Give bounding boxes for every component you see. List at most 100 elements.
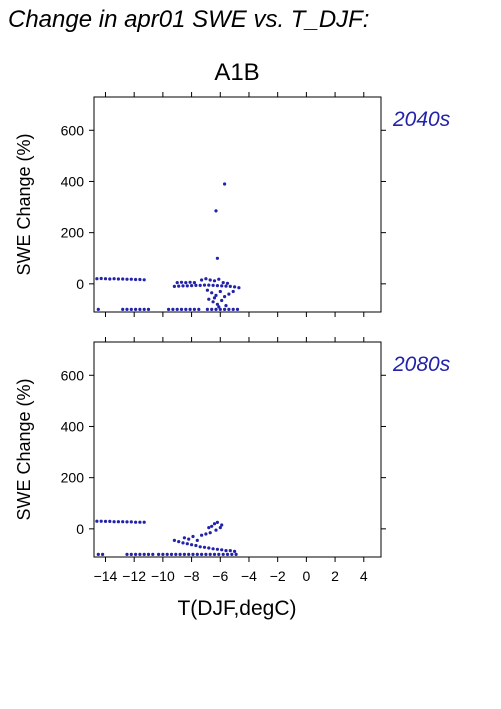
y-tick-label: 0 [76, 521, 84, 537]
data-point [198, 283, 202, 287]
data-point [172, 284, 176, 288]
data-point [224, 549, 228, 553]
y-tick-label: 200 [61, 225, 85, 241]
data-point [220, 284, 224, 288]
data-point [99, 519, 103, 523]
data-point [207, 546, 211, 550]
data-point [103, 277, 108, 281]
data-point [177, 284, 181, 288]
data-point [221, 281, 225, 285]
data-point [151, 552, 155, 557]
data-point [207, 297, 211, 301]
data-point [134, 277, 138, 282]
y-tick-label: 200 [61, 470, 85, 486]
data-point [225, 281, 230, 285]
x-axis-label: T(DJF,degC) [177, 597, 296, 620]
data-point [223, 182, 227, 186]
period-label: 2040s [392, 108, 451, 131]
data-point [208, 531, 212, 535]
data-point [178, 552, 182, 557]
data-point [218, 307, 222, 311]
data-point [237, 286, 241, 290]
data-point [204, 277, 208, 281]
data-point [191, 552, 195, 557]
data-point [207, 283, 211, 287]
data-point [214, 209, 218, 213]
data-point [101, 552, 105, 557]
data-point [221, 552, 225, 557]
panel-2080s: 0 200 400 600 −14 −12 −10 −8 −6 −4 −2 0 2 4 SWE Change… [14, 337, 451, 584]
data-point [172, 538, 176, 543]
data-point [184, 307, 188, 311]
data-point [108, 519, 112, 524]
data-point [142, 278, 146, 282]
data-point [174, 552, 178, 557]
data-point [208, 552, 212, 557]
data-point [157, 552, 161, 557]
data-point [215, 547, 219, 551]
data-point [167, 307, 171, 311]
data-point [194, 283, 198, 287]
data-point [125, 552, 129, 557]
y-tick-label: 600 [61, 367, 85, 383]
data-point [125, 307, 129, 311]
x-tick-label: −2 [270, 568, 286, 584]
x-tick-label: 0 [302, 568, 310, 584]
data-point [233, 285, 237, 289]
x-tick-label: −10 [151, 568, 175, 584]
data-point [99, 276, 103, 281]
data-point [116, 520, 120, 524]
data-point [234, 552, 238, 557]
data-point [134, 307, 138, 311]
data-point [112, 277, 116, 281]
data-point [212, 522, 217, 526]
data-point [217, 277, 221, 281]
data-point [215, 284, 219, 288]
data-point [142, 307, 146, 311]
data-point [212, 279, 217, 283]
data-point [211, 300, 215, 304]
chart-title: Change in apr01 SWE vs. T_DJF: [8, 6, 369, 33]
data-point [185, 284, 189, 288]
data-point [121, 277, 125, 281]
data-point [138, 520, 142, 524]
x-tick-label: −14 [94, 568, 118, 584]
data-point [181, 541, 185, 545]
data-point [195, 552, 199, 557]
data-point [182, 536, 186, 540]
data-point [200, 533, 204, 537]
data-point [185, 542, 189, 546]
data-point [95, 277, 99, 281]
data-point [129, 307, 133, 311]
data-point [181, 284, 185, 288]
data-point [198, 545, 202, 549]
data-point [138, 307, 142, 311]
data-point [175, 281, 179, 285]
data-point [210, 291, 214, 295]
data-point [210, 307, 214, 311]
data-point [184, 281, 188, 285]
data-point [134, 552, 138, 557]
data-point [146, 307, 151, 311]
plot-frame [93, 341, 382, 558]
data-point [227, 292, 231, 296]
x-tick-label: −4 [241, 568, 257, 584]
data-point [205, 288, 209, 292]
data-point [230, 552, 234, 557]
data-point [134, 520, 138, 524]
data-point [227, 307, 231, 311]
data-point [138, 552, 142, 557]
data-point [220, 298, 224, 303]
data-point [125, 277, 129, 281]
data-point [96, 307, 100, 311]
data-point [218, 289, 222, 294]
data-point [129, 277, 133, 281]
data-point [231, 307, 235, 311]
data-point [177, 540, 181, 544]
data-point [211, 547, 215, 551]
data-point [225, 552, 230, 557]
data-point [215, 256, 219, 260]
x-tick-label: 4 [360, 568, 368, 584]
data-point [202, 545, 207, 549]
data-point [214, 293, 218, 297]
